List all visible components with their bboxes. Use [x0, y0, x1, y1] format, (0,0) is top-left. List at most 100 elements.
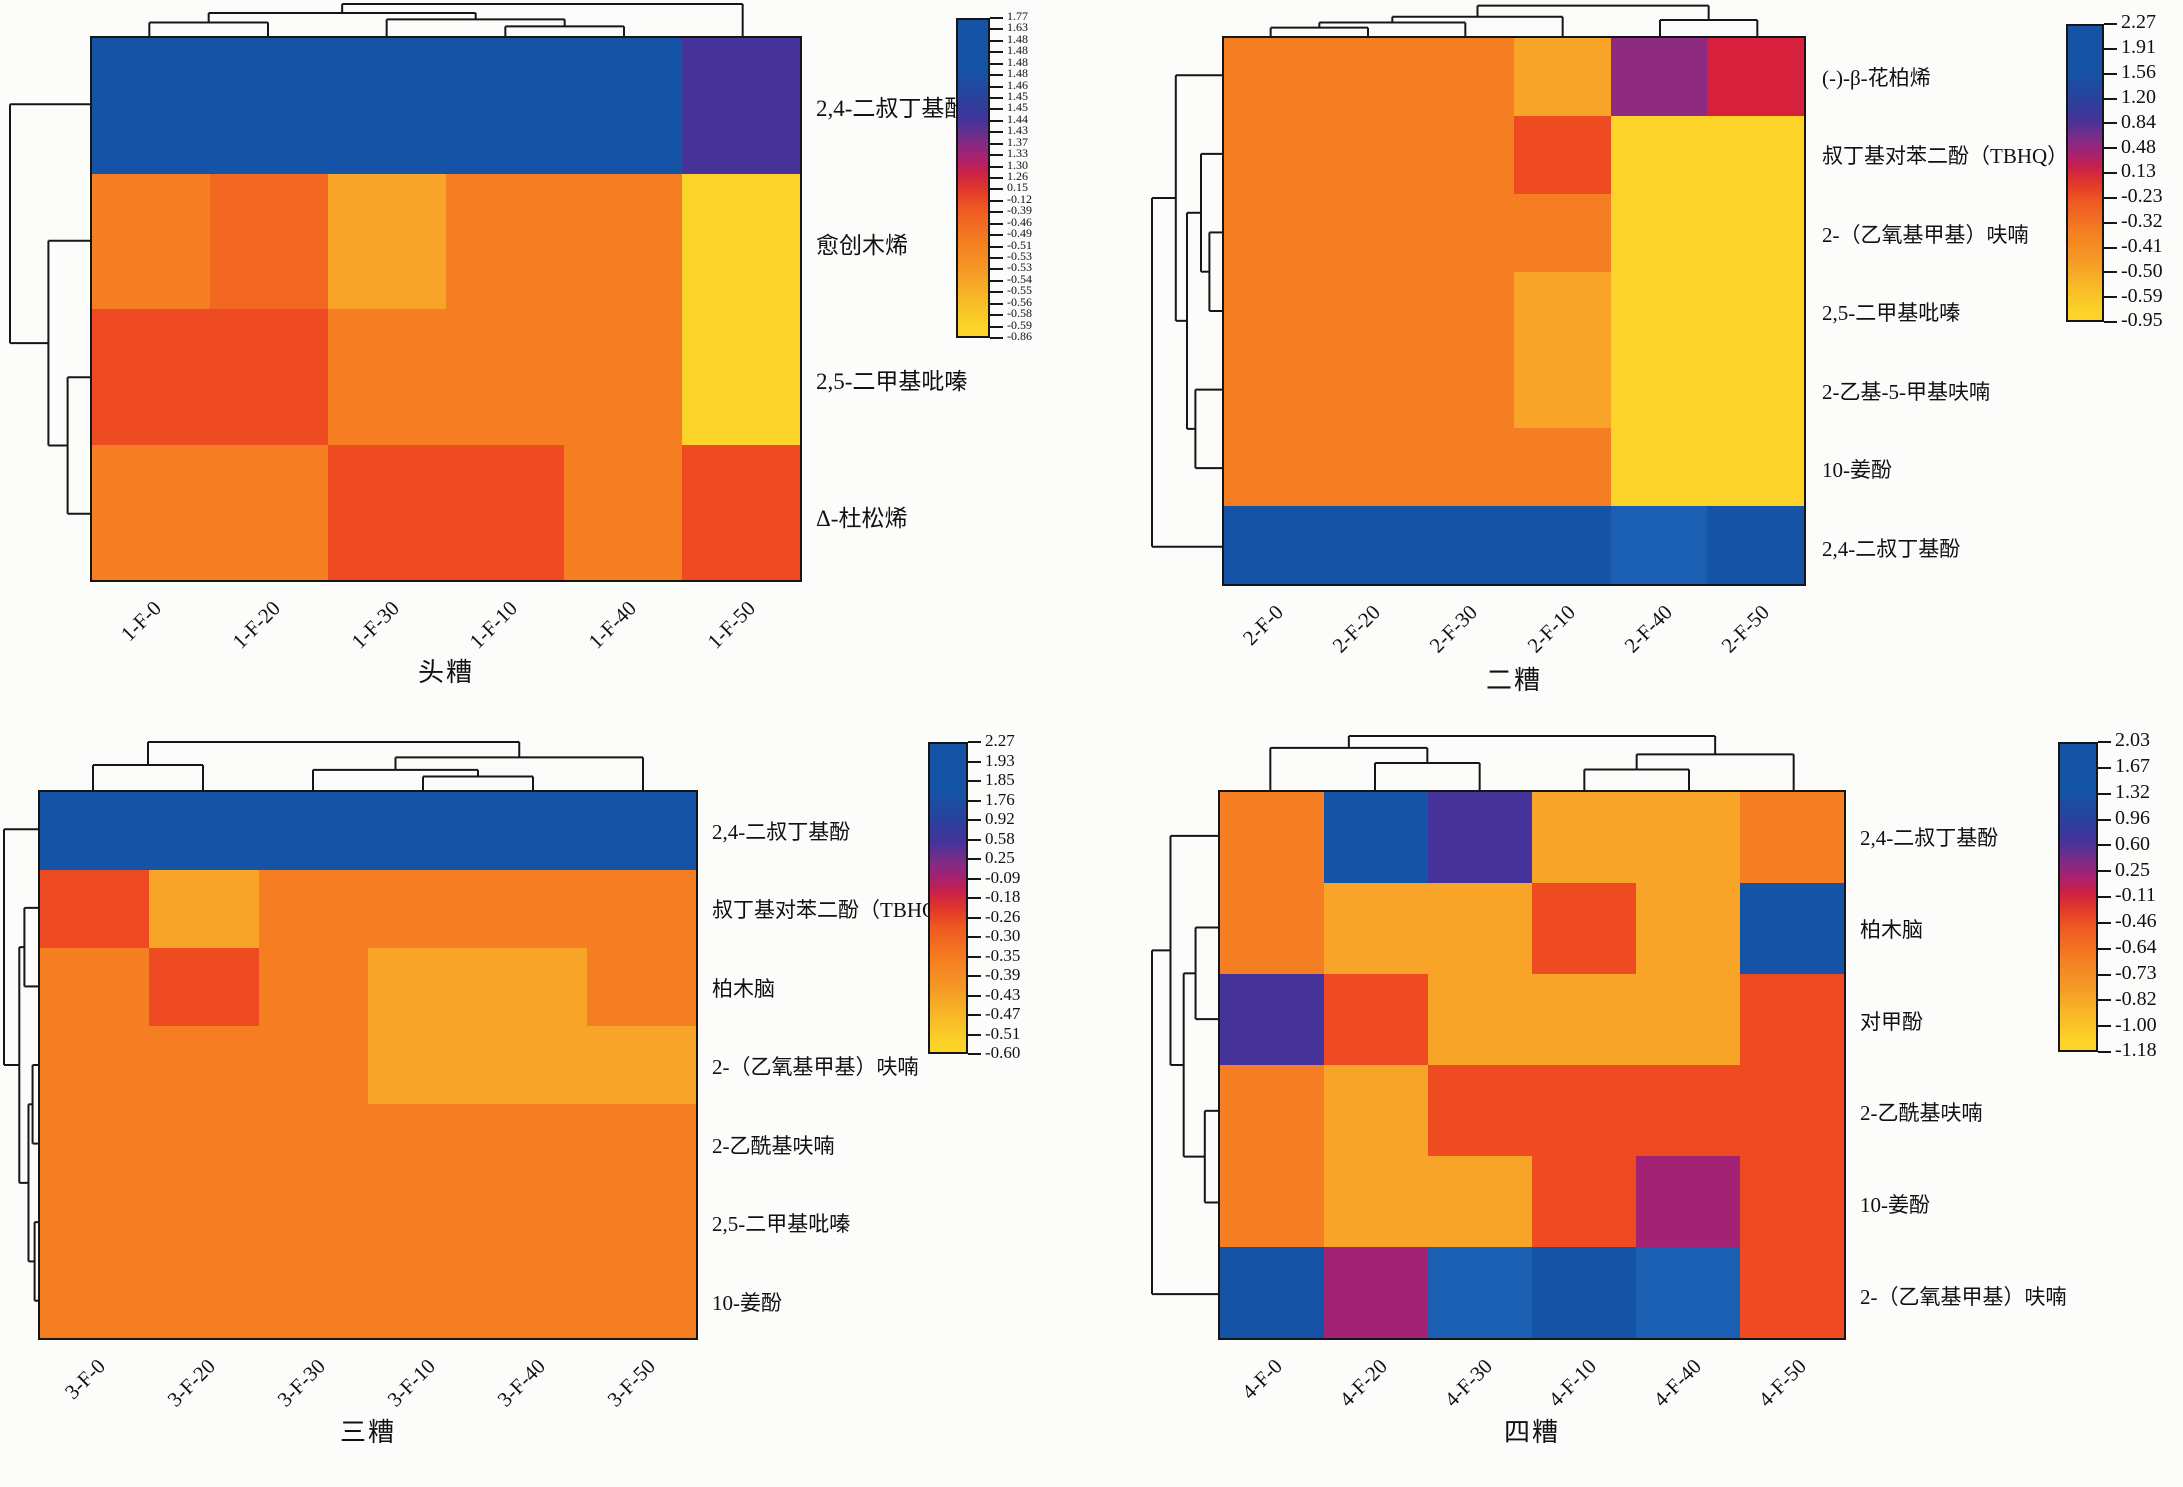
colorbar-tick-label: 0.92 [985, 809, 1015, 829]
colorbar-tick-label: 1.32 [2115, 781, 2150, 804]
colorbar-tick-label: -0.39 [1007, 203, 1032, 218]
heatmap-cell [1513, 116, 1611, 194]
colorbar-tick-label: 1.45 [1007, 100, 1028, 115]
row-label: 柏木脑 [712, 976, 775, 1001]
heatmap-cell [586, 792, 696, 870]
panel-title-3: 三糟 [339, 1418, 397, 1447]
colorbar-tick [2104, 246, 2117, 249]
colorbar-tick-label: -0.59 [1007, 317, 1032, 332]
heatmap-cell [1740, 1156, 1844, 1247]
heatmap-cell [1324, 792, 1428, 883]
colorbar-tick-label: 0.15 [1007, 180, 1028, 195]
colorbar-tick-label: 0.25 [985, 848, 1015, 868]
row-label: 2,5-二甲基吡嗪 [816, 369, 968, 395]
heatmap-cell [1324, 974, 1428, 1065]
colorbar-tick [968, 819, 981, 821]
heatmap-cell [1224, 194, 1321, 272]
heatmap-cell [1740, 792, 1844, 883]
panel-title-1: 头糟 [417, 658, 475, 687]
colorbar-tick [990, 62, 1003, 65]
heatmap-cell [258, 1260, 368, 1338]
colorbar-tick [990, 97, 1003, 99]
heatmap-cell [40, 1104, 150, 1182]
heatmap-cell [1220, 1065, 1324, 1156]
colorbar-tick-label: -0.51 [985, 1023, 1021, 1043]
colorbar-tick-label: -0.58 [1007, 306, 1032, 321]
heatmap-cell [210, 444, 328, 580]
colorbar-tick [2104, 221, 2117, 224]
colorbar-tick [2104, 271, 2117, 274]
heatmap-cell [477, 1026, 587, 1104]
colorbar-tick [2104, 196, 2117, 199]
colorbar-tick [2104, 296, 2117, 299]
heatmap-cell [1428, 792, 1532, 883]
colorbar-tick [990, 325, 1003, 328]
heatmap-cell [1513, 428, 1611, 506]
heatmap-cell [149, 870, 259, 948]
heatmap-cell [1707, 506, 1804, 584]
colorbar-tick [990, 199, 1003, 202]
colorbar-tick [990, 142, 1003, 145]
colorbar-tick-label: -0.46 [2115, 910, 2157, 933]
row-label: 叔丁基对苯二酚（TBHQ） [1822, 144, 2069, 169]
colorbar-tick [990, 28, 1003, 31]
heatmap-cell [1417, 116, 1514, 194]
colorbar-tick-label: 0.96 [2115, 806, 2150, 829]
colorbar-tick-label: -0.95 [2121, 309, 2163, 332]
heatmap-cell [1513, 194, 1611, 272]
colorbar-tick-label: 2.27 [2121, 11, 2156, 34]
row-dendrogram [1151, 74, 1222, 548]
heatmap-cell [477, 1182, 587, 1260]
colorbar-tick [2098, 947, 2111, 950]
colorbar-tick [990, 108, 1003, 111]
heatmap-cell [1320, 272, 1418, 350]
heatmap-cell [92, 38, 210, 174]
heatmap-cell [1417, 272, 1514, 350]
colorbar-tick-label: -0.26 [985, 906, 1021, 926]
heatmap-cell [1428, 1065, 1532, 1156]
row-label: 叔丁基对苯二酚（TBHQ） [712, 898, 959, 923]
colorbar-tick-label: -0.51 [1007, 237, 1032, 252]
row-label: 2-（乙氧基甲基）呋喃 [1860, 1284, 2067, 1309]
heatmap-cell [92, 309, 210, 445]
heatmap-cell [1610, 194, 1708, 272]
colorbar-tick [2104, 97, 2117, 100]
colorbar-tick [990, 74, 1003, 77]
colorbar-tick-label: 2.03 [2115, 729, 2150, 752]
heatmap-cell [586, 870, 696, 948]
heatmap-cell [149, 1026, 259, 1104]
heatmap-grid [90, 36, 802, 582]
heatmap-cell [446, 309, 564, 445]
heatmap-cell [1513, 506, 1611, 584]
row-label: 2,4-二叔丁基酚 [1860, 826, 1999, 851]
colorbar-tick-label: -0.73 [2115, 961, 2157, 984]
heatmap-cell [1224, 428, 1321, 506]
colorbar-tick-label: 1.67 [2115, 755, 2150, 778]
heatmap-cell [149, 1104, 259, 1182]
heatmap-cell [1417, 38, 1514, 116]
colorbar-tick [990, 245, 1003, 248]
colorbar-tick [968, 1014, 981, 1016]
colorbar-tick [2098, 1051, 2111, 1053]
colorbar-tick [990, 85, 1003, 88]
col-label: 1-F-10 [464, 596, 523, 654]
col-label: 1-F-20 [227, 596, 285, 654]
heatmap-cell [1707, 272, 1804, 350]
col-label: 1-F-40 [583, 596, 641, 654]
heatmap-cell [368, 1026, 478, 1104]
col-label: 1-F-30 [346, 596, 404, 654]
colorbar-tick [990, 39, 1003, 42]
colorbar-tick [2098, 741, 2111, 743]
colorbar-tick-label: -0.32 [2121, 210, 2163, 233]
row-label: 10-姜酚 [1860, 1192, 1930, 1217]
heatmap-cell [368, 1260, 478, 1338]
heatmap-cell [477, 1104, 587, 1182]
heatmap-cell [1220, 883, 1324, 974]
colorbar-tick-label: 1.45 [1007, 89, 1028, 104]
colorbar-tick [968, 897, 981, 899]
heatmap-cell [1428, 1156, 1532, 1247]
heatmap-cell [328, 444, 446, 580]
heatmap-cell [682, 38, 800, 174]
heatmap-cell [1428, 974, 1532, 1065]
heatmap-cell [1220, 1247, 1324, 1338]
